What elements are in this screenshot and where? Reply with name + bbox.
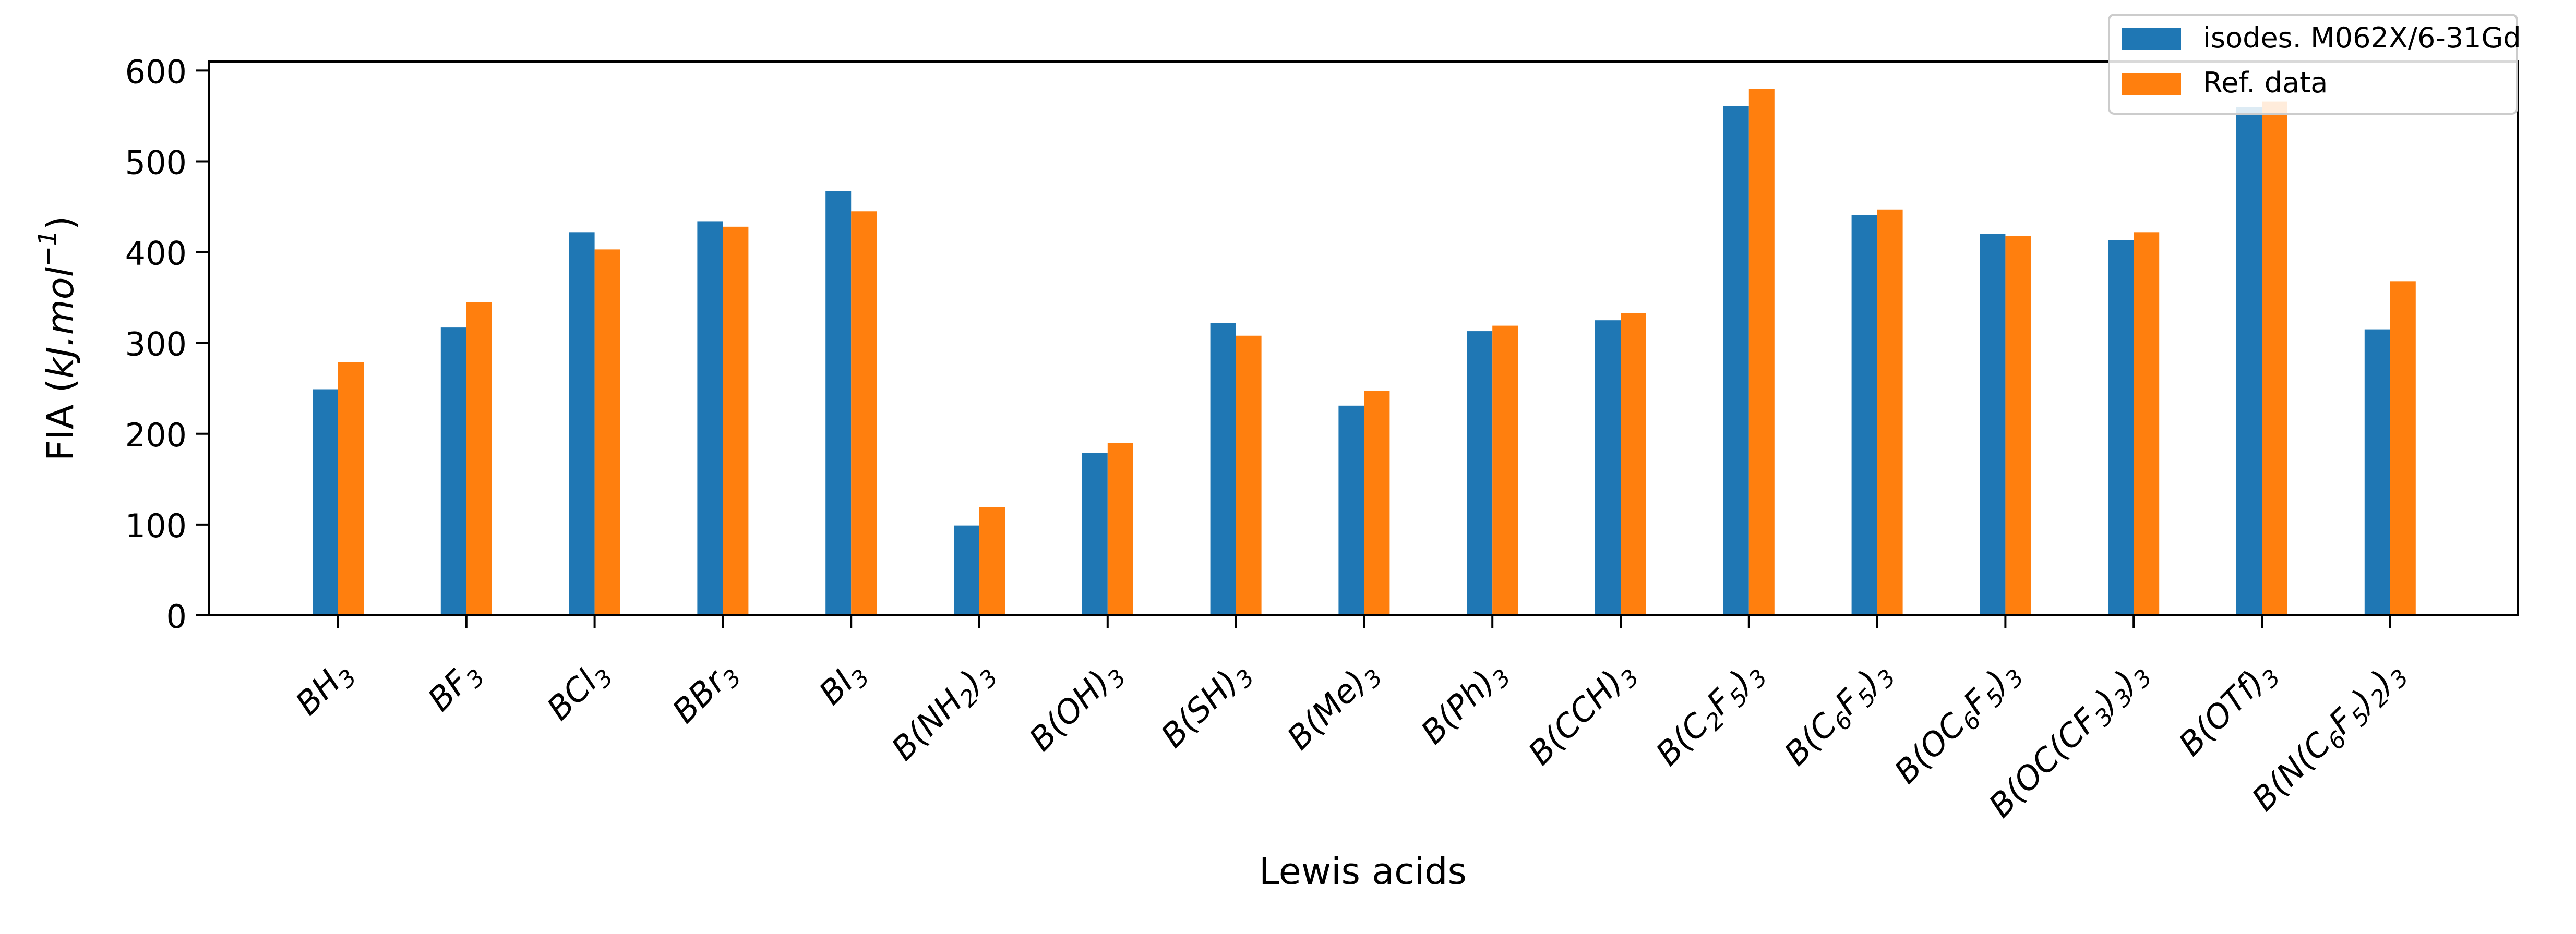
bar-isodes-14 <box>2108 240 2134 616</box>
bar-isodes-16 <box>2364 329 2390 615</box>
bars-layer <box>313 89 2416 616</box>
bar-ref-6 <box>1107 443 1133 615</box>
bar-isodes-4 <box>825 191 852 615</box>
y-axis: 0 100 200 300 400 500 600 <box>125 53 209 636</box>
legend: isodes. M062X/6-31Gd Ref. data <box>2108 14 2521 115</box>
bar-ref-12 <box>1877 209 1903 615</box>
bar-isodes-9 <box>1467 331 1493 615</box>
bar-ref-1 <box>466 302 492 615</box>
y-axis-label-exponent: −1 <box>33 230 63 267</box>
y-tick-label: 500 <box>125 144 187 182</box>
bar-isodes-6 <box>1082 453 1108 615</box>
bar-ref-10 <box>1621 313 1646 615</box>
bar-isodes-2 <box>569 232 595 615</box>
y-axis-label-unit: kJ.mol <box>39 266 82 378</box>
legend-label-0: isodes. M062X/6-31Gd <box>2203 21 2521 54</box>
y-tick-label: 100 <box>125 507 187 545</box>
bar-ref-8 <box>1364 391 1390 615</box>
bar-ref-9 <box>1492 325 1518 615</box>
y-axis-label-suffix: ) <box>39 216 82 230</box>
bar-isodes-3 <box>697 221 723 616</box>
y-axis-label: FIA (kJ.mol−1) <box>33 216 82 461</box>
bar-isodes-10 <box>1595 320 1621 615</box>
legend-swatch-1 <box>2122 73 2181 95</box>
bar-ref-13 <box>2005 236 2031 615</box>
y-tick-label: 400 <box>125 235 187 273</box>
bar-isodes-12 <box>1851 215 1877 616</box>
bar-isodes-13 <box>1980 234 2006 616</box>
bar-ref-11 <box>1748 89 1775 616</box>
legend-swatch-0 <box>2122 28 2181 50</box>
x-axis-label: Lewis acids <box>1259 850 1467 893</box>
bar-ref-5 <box>979 507 1005 615</box>
bar-ref-16 <box>2390 281 2416 615</box>
y-tick-label: 0 <box>166 598 187 636</box>
bar-isodes-5 <box>954 525 979 615</box>
bar-ref-15 <box>2262 101 2287 615</box>
bar-ref-7 <box>1236 335 1262 615</box>
y-tick-label: 200 <box>125 416 187 454</box>
bar-ref-14 <box>2134 232 2160 615</box>
bar-isodes-1 <box>440 327 466 615</box>
legend-box <box>2108 14 2518 115</box>
bar-isodes-11 <box>1723 106 1749 615</box>
legend-label-1: Ref. data <box>2203 66 2328 99</box>
y-axis-label-prefix: FIA ( <box>39 379 82 461</box>
bar-ref-0 <box>338 362 364 615</box>
bar-ref-4 <box>851 211 877 615</box>
bar-isodes-15 <box>2236 107 2262 615</box>
bar-ref-3 <box>723 226 749 615</box>
bar-isodes-7 <box>1210 323 1236 615</box>
bar-ref-2 <box>594 249 620 615</box>
y-tick-label: 300 <box>125 325 187 363</box>
bar-isodes-8 <box>1338 405 1364 615</box>
bar-isodes-0 <box>313 389 338 615</box>
y-tick-label: 600 <box>125 53 187 91</box>
